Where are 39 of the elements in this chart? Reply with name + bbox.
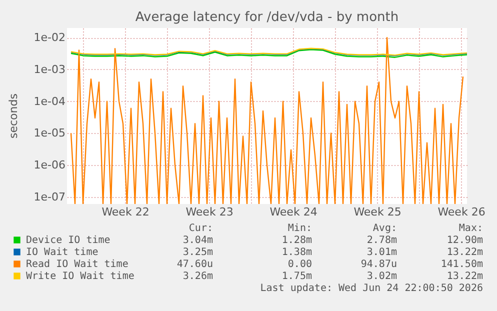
text: Min: (288, 223, 312, 234)
text: 3.26m (182, 271, 213, 282)
text: 0.00 (288, 259, 312, 270)
text: 1.38m (282, 247, 312, 258)
y-tick-label: 1e-05 (34, 126, 66, 140)
y-tick-label: 1e-06 (34, 158, 66, 172)
y-tick-label: 1e-02 (34, 31, 66, 44)
text: Max: (458, 223, 483, 234)
y-tick-label: 1e-04 (34, 94, 66, 108)
text: Cur: (188, 223, 213, 234)
line-series (70, 36, 464, 204)
text: 141.50m (440, 259, 483, 270)
text: 1.75m (282, 271, 312, 282)
text: Last update: Wed Jun 24 22:00:50 2026 (260, 283, 483, 294)
chart-title: Average latency for /dev/vda - by month (135, 10, 399, 25)
text: 12.90m (446, 235, 483, 246)
y-tick-label: 1e-03 (34, 62, 66, 76)
legend-label: Device IO time (26, 235, 110, 246)
text: 13.22m (446, 247, 483, 258)
x-tick-label: Week 25 (354, 206, 402, 218)
text: Avg: (372, 223, 397, 234)
legend-label: Read IO Wait time (26, 259, 128, 270)
legend-label: Write IO Wait time (26, 271, 134, 282)
y-axis-title: seconds (7, 93, 20, 138)
text: 3.04m (182, 235, 213, 246)
legend-label: IO Wait time (26, 247, 98, 258)
y-tick-label: 1e-07 (34, 190, 66, 204)
x-tick-label: Week 23 (186, 206, 234, 218)
x-tick-label: Week 26 (438, 206, 486, 218)
text: 3.01m (366, 247, 397, 258)
text: 3.25m (182, 247, 213, 258)
text: 1.28m (282, 235, 312, 246)
x-tick-label: Week 24 (270, 206, 318, 218)
text: 3.02m (366, 271, 397, 282)
text: 13.22m (446, 271, 483, 282)
text: 94.87u (360, 259, 397, 270)
text: 47.60u (176, 259, 213, 270)
text: 2.78m (366, 235, 397, 246)
x-tick-label: Week 22 (102, 206, 150, 218)
